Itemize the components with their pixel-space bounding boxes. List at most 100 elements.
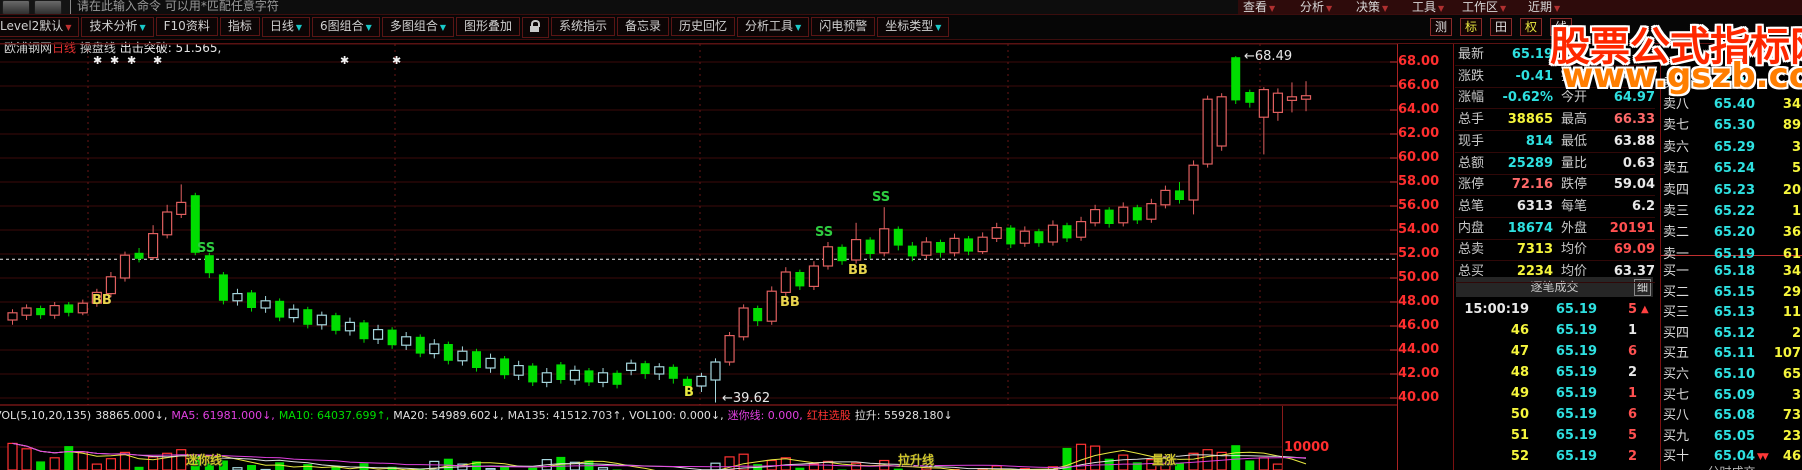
ladder-row-buy[interactable]: 买八 65.08 73 — [1661, 406, 1802, 426]
window-tool-button[interactable] — [2, 0, 30, 15]
tick-price: 65.19 — [1555, 428, 1597, 443]
toolbar-button-分析工具[interactable]: 分析工具 ▼ — [737, 17, 810, 37]
toolbar-button-系统指示[interactable]: 系统指示 — [551, 17, 616, 36]
ladder-label: 卖三 — [1663, 203, 1690, 219]
quote-panel: 逐笔成交 细 分时成交 最新 65.19 涨跌 -0.41 换手 8.41% 涨幅 -0.62… — [1455, 44, 1802, 470]
ladder-price: 65.19 — [1713, 246, 1755, 262]
y-tick-label: 56.00 — [1398, 198, 1440, 213]
ladder-price: 65.15 — [1713, 284, 1755, 300]
menu-近期[interactable]: 近期 ▼ — [1528, 0, 1561, 14]
ladder-row-buy[interactable]: 买四 65.12 2 — [1661, 324, 1802, 344]
quote-value: 59.04 — [1613, 177, 1655, 193]
quote-value: 66.33 — [1613, 112, 1655, 128]
toolbar-button-历史回忆[interactable]: 历史回忆 — [671, 17, 736, 36]
ladder-label: 卖四 — [1663, 182, 1690, 198]
ladder-row-buy[interactable]: 买三 65.13 11 — [1661, 303, 1802, 323]
toolbar-button-闪电预警[interactable]: 闪电预警 — [811, 17, 876, 36]
volume-right-border — [1282, 406, 1283, 470]
toolbar-button-F10资料[interactable]: F10资料 — [155, 17, 218, 36]
y-tick-label: 44.00 — [1398, 342, 1440, 357]
quote-label: 总手 — [1458, 112, 1485, 128]
ladder-row-buy[interactable]: 买十 65.04 46 ▼▼ — [1661, 447, 1802, 467]
menu-工作区[interactable]: 工作区 ▼ — [1462, 0, 1507, 14]
ladder-price: 65.41 — [1713, 75, 1755, 91]
ladder-row-sell[interactable]: 卖四 65.23 20 — [1661, 181, 1802, 201]
ladder-row-buy[interactable]: 买五 65.11 107 — [1661, 344, 1802, 364]
ladder-size: 5 — [1791, 161, 1801, 177]
detail-button[interactable]: 细 — [1634, 279, 1651, 296]
ladder-row-sell[interactable]: 卖六 65.29 3 — [1661, 138, 1802, 158]
ladder-row-buy[interactable]: 买七 65.09 3 — [1661, 386, 1802, 406]
menu-决策[interactable]: 决策 ▼ — [1356, 0, 1389, 14]
toolbar-button-6图组合[interactable]: 6图组合 ▼ — [312, 17, 380, 37]
ladder-row-buy[interactable]: 买九 65.05 23 — [1661, 427, 1802, 447]
ladder-price: 65.18 — [1713, 264, 1755, 279]
menubar — [1238, 0, 1802, 14]
tick-size: 2 — [1627, 449, 1637, 464]
toolbar-button-指标[interactable]: 指标 — [219, 17, 260, 36]
ladder-label: 买九 — [1663, 428, 1690, 444]
tick-price: 65.19 — [1555, 323, 1597, 338]
chevron-down-icon: ▼ — [365, 23, 372, 32]
ladder-size: 20 — [1782, 182, 1801, 198]
ladder-row-buy[interactable]: 买一 65.18 34 — [1661, 262, 1802, 282]
divider-top — [0, 43, 1802, 44]
toolbar-button-技术分析[interactable]: 技术分析 ▼ — [81, 17, 154, 37]
volume-label-量涨: 量涨 — [1152, 453, 1177, 467]
chevron-down-icon: ▼ — [65, 23, 72, 32]
tick-price: 65.19 — [1555, 449, 1597, 464]
ladder-price: 65.30 — [1713, 118, 1755, 134]
ladder-row-sell[interactable]: 卖三 65.22 1 — [1661, 202, 1802, 222]
window-tool-button-2[interactable] — [34, 0, 62, 15]
lock-icon — [530, 19, 541, 32]
toolbar-button-lock[interactable] — [522, 17, 549, 38]
indicator-segment: MA20: 54989.602↓, — [393, 409, 504, 422]
quote-label: 总额 — [1458, 155, 1485, 171]
ladder-price: 65.23 — [1713, 182, 1755, 198]
ladder-size: 34 — [1782, 264, 1801, 279]
menu-分析[interactable]: 分析 ▼ — [1300, 0, 1333, 14]
ladder-row-buy[interactable]: 买六 65.10 65 — [1661, 365, 1802, 385]
y-tick-label: 54.00 — [1398, 222, 1440, 237]
quote-value: 63.88 — [1613, 133, 1655, 149]
ladder-row-sell[interactable]: 卖九 65.41 1 — [1661, 74, 1802, 94]
svg-text:✱: ✱ — [127, 54, 136, 67]
tick-size: 1 — [1627, 323, 1637, 338]
toolbar-button-图形叠加[interactable]: 图形叠加 — [455, 17, 520, 36]
quote-value: 63.37 — [1613, 264, 1655, 279]
volume-label-迷你线: 迷你线 — [186, 453, 223, 467]
svg-text:SS: SS — [872, 190, 890, 205]
ladder-row-buy[interactable]: 买二 65.15 29 — [1661, 283, 1802, 303]
command-input[interactable]: 请在此输入命令 可以用*匹配任意字符 — [70, 0, 1246, 15]
ladder-row-sell[interactable]: 卖一 65.19 61 — [1661, 245, 1802, 265]
tab-标[interactable]: 标 — [1460, 18, 1482, 36]
svg-text:←39.62: ←39.62 — [722, 391, 770, 406]
toolbar-button-多图组合[interactable]: 多图组合 ▼ — [381, 17, 454, 37]
ladder-size: 2 — [1791, 325, 1801, 341]
ladder-row-sell[interactable]: 卖八 65.40 34 — [1661, 95, 1802, 115]
volume-indicator-readout: VOL(5,10,20,135) 38865.000↓, MA5: 61981.00… — [0, 407, 957, 422]
menu-工具[interactable]: 工具 ▼ — [1412, 0, 1445, 14]
ladder-row-sell[interactable]: 卖五 65.24 5 — [1661, 159, 1802, 179]
toolbar-button-日线[interactable]: 日线 ▼ — [261, 17, 311, 37]
y-tick-label: 50.00 — [1398, 270, 1440, 285]
toolbar-button-Level2默认[interactable]: Level2默认 ▼ — [0, 17, 80, 37]
candlestick-chart-region[interactable]: ←68.49 ←39.62 SS SS SS BB BB BB B ✱ ✱ ✱ ✱ ✱ ✱ — [0, 43, 1397, 470]
quote-value: 7313 — [1516, 242, 1553, 258]
tab-线[interactable]: 线 — [1550, 18, 1572, 36]
ladder-row-sell[interactable]: 卖二 65.20 36 — [1661, 223, 1802, 243]
toolbar-button-坐标类型[interactable]: 坐标类型 ▼ — [877, 17, 950, 37]
menu-查看[interactable]: 查看 ▼ — [1243, 0, 1276, 14]
toolbar-button-备忘录[interactable]: 备忘录 — [617, 17, 670, 36]
tab-田[interactable]: 田 — [1490, 18, 1512, 36]
ladder-size: 3 — [1791, 387, 1801, 403]
tick-row: 15:00:19 65.19 5 ▲ — [1455, 300, 1655, 320]
ladder-size: 34 — [1782, 96, 1801, 112]
ladder-label: 买四 — [1663, 325, 1690, 341]
tab-测[interactable]: 测 — [1430, 18, 1452, 36]
quote-row: 内盘 18674 外盘 20191 — [1455, 219, 1655, 240]
ladder-row-sell[interactable]: 卖七 65.30 89 — [1661, 116, 1802, 136]
ladder-price: 65.20 — [1713, 225, 1755, 241]
tab-权[interactable]: 权 — [1520, 18, 1542, 36]
svg-text:✱: ✱ — [110, 54, 119, 67]
